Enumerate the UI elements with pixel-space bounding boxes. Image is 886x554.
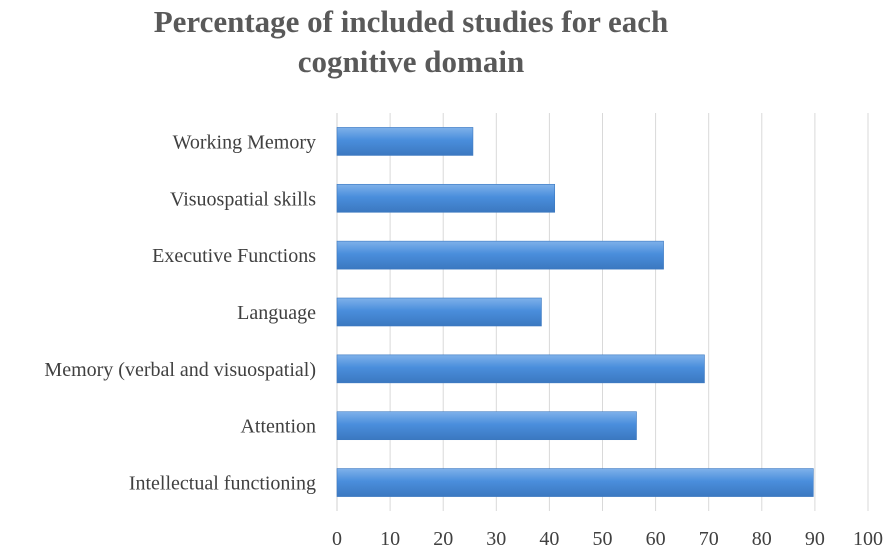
category-label-intellectual-functioning: Intellectual functioning bbox=[129, 473, 316, 495]
x-tick-label-10: 10 bbox=[380, 528, 400, 550]
bar-executive-functions bbox=[336, 240, 664, 270]
bar-language bbox=[336, 297, 542, 327]
x-tick-label-0: 0 bbox=[332, 528, 342, 550]
x-tick-label-40: 40 bbox=[539, 528, 559, 550]
x-tick-labels: 0 10 20 30 40 50 60 70 80 90 100 bbox=[332, 528, 883, 550]
bar-visuospatial-skills bbox=[336, 183, 556, 213]
category-label-language: Language bbox=[237, 302, 316, 324]
chart-title-line-1: Percentage of included studies for each bbox=[153, 4, 669, 39]
category-label-visuospatial-skills: Visuospatial skills bbox=[170, 188, 316, 210]
x-tick-label-70: 70 bbox=[699, 528, 719, 550]
x-tick-label-50: 50 bbox=[593, 528, 613, 550]
category-label-attention: Attention bbox=[240, 416, 316, 438]
category-label-memory-verbal-and-visuospatial: Memory (verbal and visuospatial) bbox=[44, 359, 316, 381]
x-tick-label-90: 90 bbox=[805, 528, 825, 550]
category-label-executive-functions: Executive Functions bbox=[152, 245, 316, 267]
x-tick-label-30: 30 bbox=[486, 528, 506, 550]
x-tick-label-20: 20 bbox=[433, 528, 453, 550]
category-labels: Working Memory Visuospatial skills Executi… bbox=[44, 131, 316, 494]
x-tick-label-60: 60 bbox=[646, 528, 666, 550]
bar-intellectual-functioning bbox=[336, 468, 814, 497]
bars bbox=[336, 127, 814, 497]
gridlines bbox=[336, 113, 869, 511]
x-tick-label-100: 100 bbox=[853, 528, 883, 550]
chart-title-line-2: cognitive domain bbox=[297, 44, 525, 79]
bar-memory-verbal-and-visuospatial bbox=[336, 354, 705, 384]
x-tick-label-80: 80 bbox=[752, 528, 772, 550]
category-label-working-memory: Working Memory bbox=[173, 131, 316, 153]
bar-attention bbox=[336, 411, 637, 441]
chart-title: Percentage of included studies for each … bbox=[0, 0, 822, 82]
bar-working-memory bbox=[336, 127, 474, 156]
